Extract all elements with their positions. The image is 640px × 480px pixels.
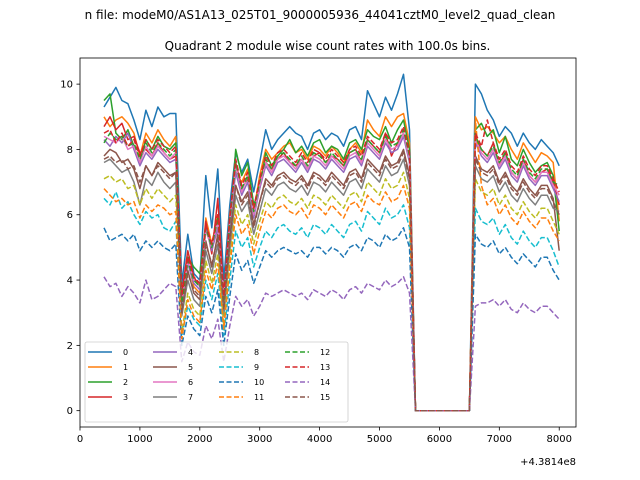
legend-label-13: 13 (320, 363, 330, 372)
y-tick-label: 0 (67, 406, 73, 417)
y-tick-label: 10 (60, 80, 73, 91)
legend-label-1: 1 (123, 363, 128, 372)
plot-lines (103, 73, 560, 412)
legend-label-7: 7 (188, 393, 193, 402)
figure-suptitle: n file: modeM0/AS1A13_025T01_9000005936_… (85, 8, 556, 22)
series-line-10 (103, 227, 560, 412)
series-line-0 (103, 73, 560, 412)
legend-label-15: 15 (320, 393, 330, 402)
x-tick-label: 3000 (247, 434, 272, 445)
axes-frame (79, 57, 577, 428)
x-tick-label: 2000 (187, 434, 212, 445)
x-offset-text: +4.3814e8 (520, 457, 576, 468)
legend-label-9: 9 (254, 363, 259, 372)
legend-label-2: 2 (123, 378, 128, 387)
y-tick-label: 2 (67, 341, 73, 352)
legend-label-6: 6 (188, 378, 193, 387)
series-line-15 (103, 151, 560, 412)
series-line-13 (103, 119, 560, 412)
legend-frame (84, 341, 349, 423)
legend-label-5: 5 (188, 363, 193, 372)
y-tick-label: 6 (67, 210, 73, 221)
legend-label-8: 8 (254, 348, 259, 357)
x-tick-label: 0 (77, 434, 83, 445)
y-tick-label: 4 (67, 276, 73, 287)
y-tick-label: 8 (67, 145, 73, 156)
legend-label-10: 10 (254, 378, 264, 387)
y-axis: 0 2 4 6 8 10 (60, 80, 80, 417)
legend-label-14: 14 (320, 378, 330, 387)
x-tick-label: 6000 (427, 434, 452, 445)
x-tick-label: 5000 (367, 434, 392, 445)
legend-label-4: 4 (188, 348, 193, 357)
legend-label-3: 3 (123, 393, 128, 402)
legend-label-0: 0 (123, 348, 128, 357)
legend-label-12: 12 (320, 348, 330, 357)
x-axis: 0 1000 2000 3000 4000 5000 6000 7000 8000 (77, 427, 572, 445)
x-tick-label: 4000 (307, 434, 332, 445)
x-tick-label: 1000 (127, 434, 152, 445)
series-line-14 (103, 276, 560, 412)
x-tick-label: 8000 (547, 434, 572, 445)
series-line-8 (103, 171, 560, 412)
x-tick-label: 7000 (487, 434, 512, 445)
legend-label-11: 11 (254, 393, 264, 402)
chart-title: Quadrant 2 module wise count rates with … (165, 39, 491, 53)
